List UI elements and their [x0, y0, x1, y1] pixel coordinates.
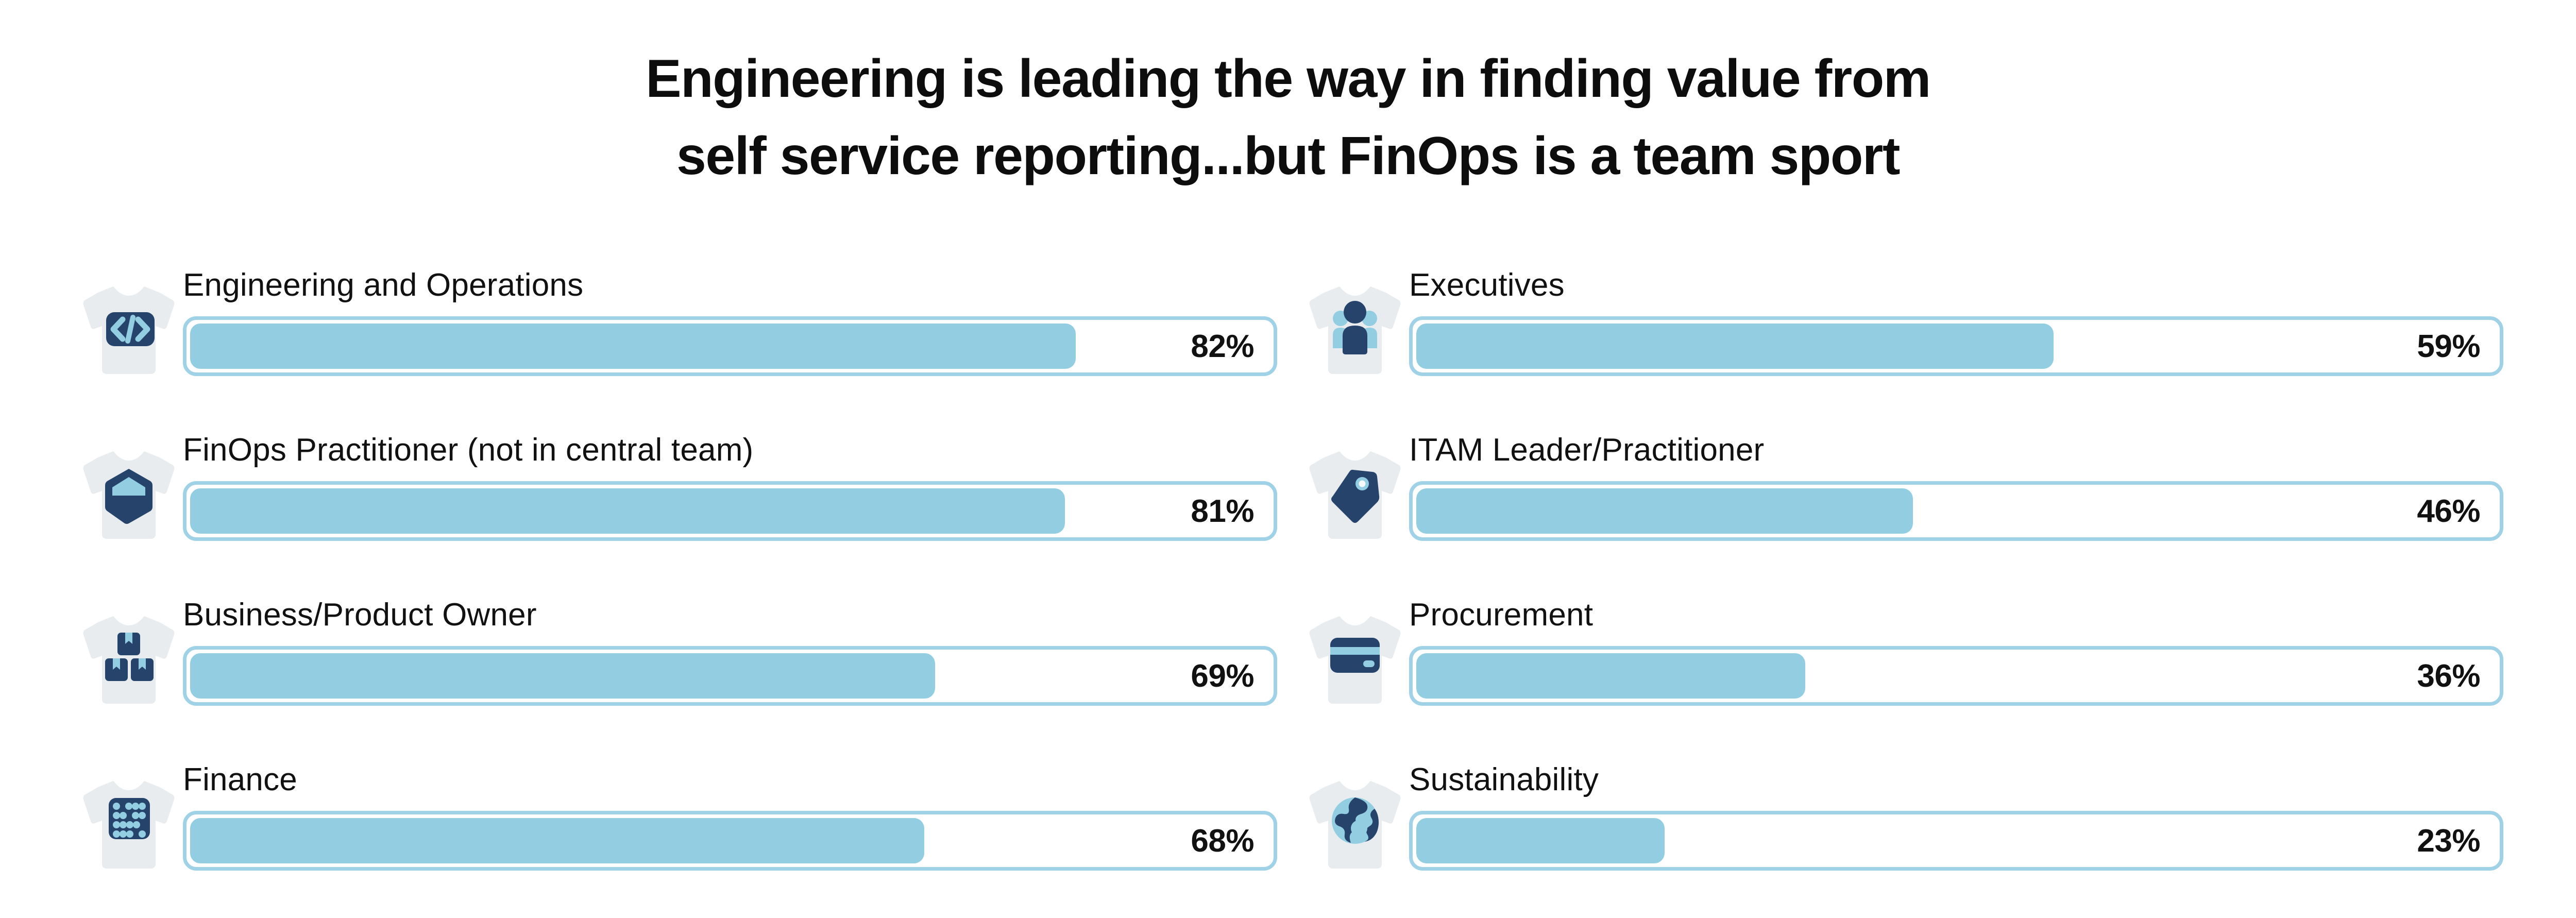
progress-bar-value: 82%	[1191, 328, 1254, 364]
progress-bar-fill	[1416, 488, 1913, 534]
page-title-line-2: self service reporting...but FinOps is a…	[676, 126, 1900, 186]
boxes-shirt-icon	[77, 587, 183, 704]
progress-bar-track: 46%	[1409, 481, 2503, 541]
page-title: Engineering is leading the way in findin…	[0, 40, 2576, 195]
persona-label: Finance	[183, 762, 297, 797]
progress-bar-fill	[1416, 324, 2054, 369]
progress-bar-value: 68%	[1191, 823, 1254, 859]
progress-bar-track: 82%	[183, 316, 1277, 376]
boxes-shirt-icon-svg	[83, 616, 175, 704]
progress-bar-fill	[190, 818, 925, 863]
abacus-shirt-icon-svg	[83, 781, 175, 869]
progress-bar-fill	[190, 488, 1065, 534]
left-column: Engineering and Operations 82%	[0, 258, 1288, 917]
progress-bar-value: 46%	[2417, 493, 2480, 529]
credit-card-shirt-icon-svg	[1309, 616, 1401, 704]
persona-row: Business/Product Owner 69%	[77, 587, 1288, 752]
persona-row: Engineering and Operations 82%	[77, 258, 1288, 422]
persona-columns: Engineering and Operations 82%	[0, 258, 2576, 917]
persona-row: ITAM Leader/Practitioner 46%	[1303, 422, 2576, 587]
persona-label: Executives	[1409, 267, 1565, 303]
credit-card-shirt-icon	[1303, 587, 1409, 704]
persona-row: Sustainability 23%	[1303, 752, 2576, 917]
persona-row: Executives 59%	[1303, 258, 2576, 422]
code-shirt-icon	[77, 258, 183, 374]
progress-bar-fill	[190, 653, 936, 699]
persona-row-body: Executives 59%	[1409, 258, 2576, 376]
progress-bar-track: 69%	[183, 646, 1277, 706]
persona-row-body: Procurement 36%	[1409, 587, 2576, 706]
abacus-shirt-icon	[77, 752, 183, 869]
progress-bar-value: 69%	[1191, 658, 1254, 694]
progress-bar-track: 81%	[183, 481, 1277, 541]
persona-row: Finance 68%	[77, 752, 1288, 917]
progress-bar-track: 36%	[1409, 646, 2503, 706]
persona-label: Engineering and Operations	[183, 267, 584, 303]
progress-bar-value: 36%	[2417, 658, 2480, 694]
persona-row-body: Sustainability 23%	[1409, 752, 2576, 871]
persona-row-body: FinOps Practitioner (not in central team…	[183, 422, 1288, 541]
progress-bar-track: 68%	[183, 811, 1277, 871]
globe-shirt-icon	[1303, 752, 1409, 869]
persona-row-body: Finance 68%	[183, 752, 1288, 871]
code-shirt-icon-svg	[83, 286, 175, 374]
persona-label: ITAM Leader/Practitioner	[1409, 432, 1765, 468]
persona-label: Procurement	[1409, 597, 1594, 633]
right-column: Executives 59%	[1288, 258, 2576, 917]
tag-shirt-icon	[1303, 422, 1409, 539]
persona-label: Business/Product Owner	[183, 597, 537, 633]
progress-bar-track: 59%	[1409, 316, 2503, 376]
progress-bar-fill	[1416, 818, 1665, 863]
persona-label: Sustainability	[1409, 762, 1599, 797]
progress-bar-value: 59%	[2417, 328, 2480, 364]
progress-bar-fill	[190, 324, 1076, 369]
progress-bar-fill	[1416, 653, 1805, 699]
persona-row: Procurement 36%	[1303, 587, 2576, 752]
people-shirt-icon-svg	[1309, 286, 1401, 374]
people-shirt-icon	[1303, 258, 1409, 374]
page-title-line-1: Engineering is leading the way in findin…	[646, 49, 1931, 109]
persona-row-body: Engineering and Operations 82%	[183, 258, 1288, 376]
persona-row: FinOps Practitioner (not in central team…	[77, 422, 1288, 587]
progress-bar-value: 23%	[2417, 823, 2480, 859]
persona-row-body: Business/Product Owner 69%	[183, 587, 1288, 706]
progress-bar-track: 23%	[1409, 811, 2503, 871]
progress-bar-value: 81%	[1191, 493, 1254, 529]
tag-shirt-icon-svg	[1309, 451, 1401, 539]
persona-label: FinOps Practitioner (not in central team…	[183, 432, 754, 468]
hexagon-shirt-icon-svg	[83, 451, 175, 539]
globe-shirt-icon-svg	[1309, 781, 1401, 869]
hexagon-shirt-icon	[77, 422, 183, 539]
persona-row-body: ITAM Leader/Practitioner 46%	[1409, 422, 2576, 541]
